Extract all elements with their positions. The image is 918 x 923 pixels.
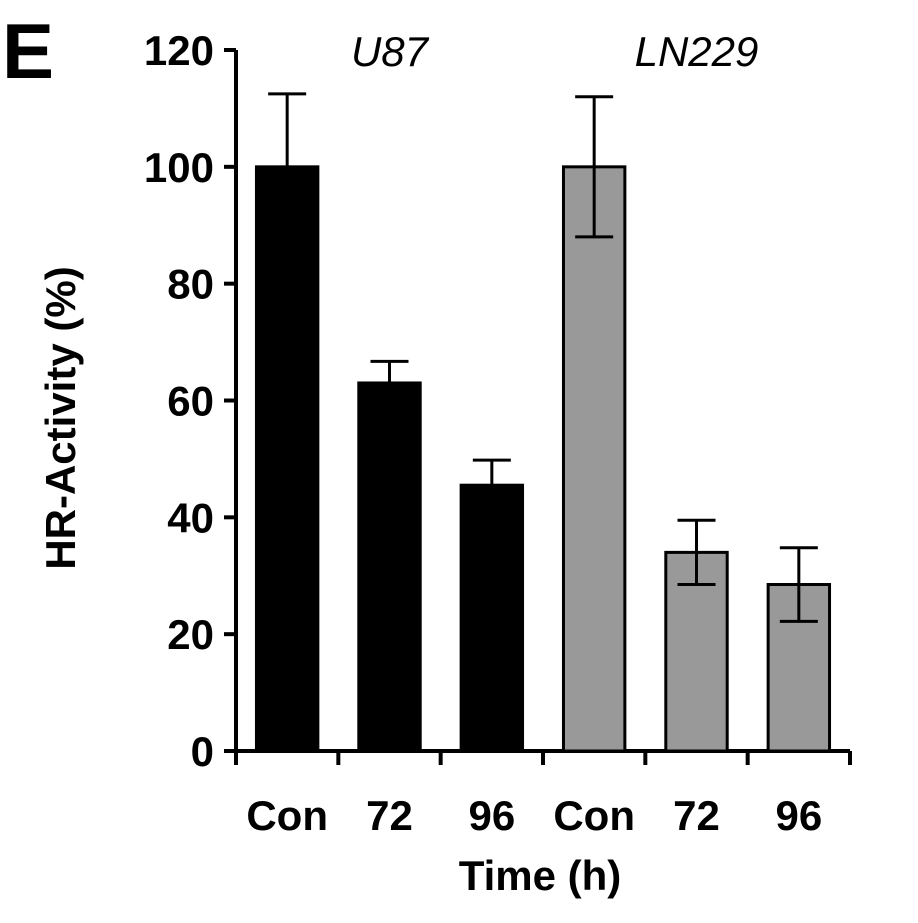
y-axis-title-group: HR-Activity (%)	[37, 266, 84, 569]
panel-label: E	[2, 7, 54, 95]
x-tick-label: 96	[468, 792, 515, 839]
bar	[459, 483, 525, 753]
x-tick-label: Con	[553, 792, 635, 839]
x-axis-title: Time (h)	[459, 852, 622, 899]
y-axis-title: HR-Activity (%)	[37, 266, 84, 569]
x-tick-label: 72	[366, 792, 413, 839]
group-label: LN229	[635, 28, 759, 75]
x-tick-label: 96	[775, 792, 822, 839]
y-tick-label: 60	[167, 378, 214, 425]
bar	[254, 165, 320, 753]
bar	[561, 165, 627, 753]
y-tick-label: 120	[144, 27, 214, 74]
y-tick-label: 20	[167, 611, 214, 658]
bar	[357, 381, 422, 753]
y-tick-label: 100	[144, 144, 214, 191]
group-label: U87	[351, 28, 430, 75]
y-tick-label: 0	[191, 728, 214, 775]
x-tick-label: 72	[673, 792, 720, 839]
y-tick-label: 80	[167, 261, 214, 308]
plot-area: 0 20 40 60 80 100 120 Con 72 96 U87 Con 72 96 LN229	[144, 27, 852, 839]
y-tick-label: 40	[167, 494, 214, 541]
x-tick-label: Con	[246, 792, 328, 839]
